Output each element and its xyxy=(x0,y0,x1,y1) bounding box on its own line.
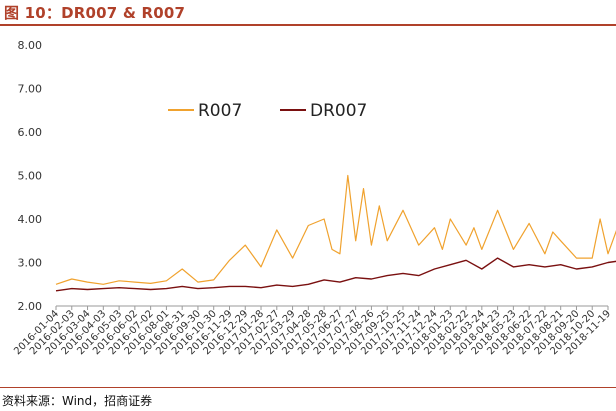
title-divider xyxy=(0,24,616,26)
y-tick-label: 4.00 xyxy=(18,213,43,226)
source-note: 资料来源：Wind，招商证券 xyxy=(2,394,153,408)
y-tick-label: 3.00 xyxy=(18,257,43,270)
legend-label-dr007: DR007 xyxy=(310,101,367,121)
y-tick-label: 6.00 xyxy=(18,126,43,139)
series-line-r007 xyxy=(55,174,616,285)
y-tick-label: 7.00 xyxy=(18,83,43,96)
y-tick-label: 5.00 xyxy=(18,170,43,183)
y-tick-label: 2.00 xyxy=(18,300,43,313)
y-tick-label: 8.00 xyxy=(18,39,43,52)
figure-title: 图 10：DR007 & R007 xyxy=(4,4,186,22)
legend-label-r007: R007 xyxy=(198,101,242,121)
series-line-dr007 xyxy=(55,257,616,292)
source-divider xyxy=(0,387,616,388)
